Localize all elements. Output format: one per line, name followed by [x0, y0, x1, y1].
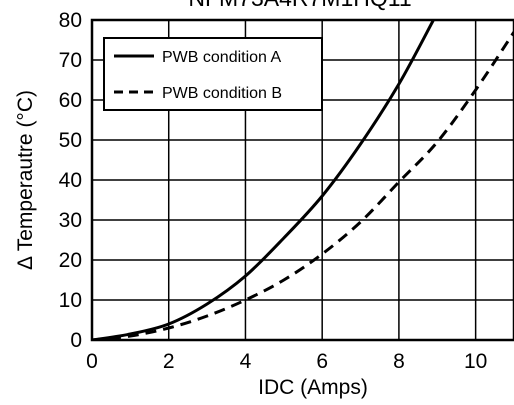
x-axis-label: IDC (Amps)	[258, 376, 368, 399]
y-tick-label: 0	[70, 329, 82, 352]
x-tick-label: 4	[240, 350, 252, 373]
x-tick-label: 6	[316, 350, 328, 373]
x-tick-label: 0	[86, 350, 98, 373]
y-tick-label: 50	[59, 129, 82, 152]
x-tick-labels: 0 2 4 6 8 10	[86, 350, 487, 373]
chart-title: NFM73A4R7M1HQ11	[188, 0, 411, 11]
y-axis-label: Δ Temperautre (°C)	[14, 90, 37, 270]
series-layer	[92, 20, 514, 340]
y-tick-label: 60	[59, 89, 82, 112]
x-tick-label: 2	[163, 350, 175, 373]
x-tick-label: 8	[393, 350, 405, 373]
plot-frame	[90, 18, 514, 342]
y-tick-label: 80	[59, 9, 82, 32]
y-tick-label: 70	[59, 49, 82, 72]
y-tick-label: 20	[59, 249, 82, 272]
series-a-line	[92, 20, 435, 340]
y-tick-label: 10	[59, 289, 82, 312]
legend: PWB condition A PWB condition B	[103, 37, 323, 111]
x-tick-label: 10	[464, 350, 487, 373]
y-tick-labels: 0 10 20 30 40 50 60 70 80	[59, 9, 82, 352]
legend-label-series-a: PWB condition A	[162, 49, 282, 66]
y-tick-label: 40	[59, 169, 82, 192]
y-tick-label: 30	[59, 209, 82, 232]
series-b-line	[92, 31, 514, 340]
legend-label-series-b: PWB condition B	[162, 85, 282, 102]
legend-box	[103, 37, 323, 111]
